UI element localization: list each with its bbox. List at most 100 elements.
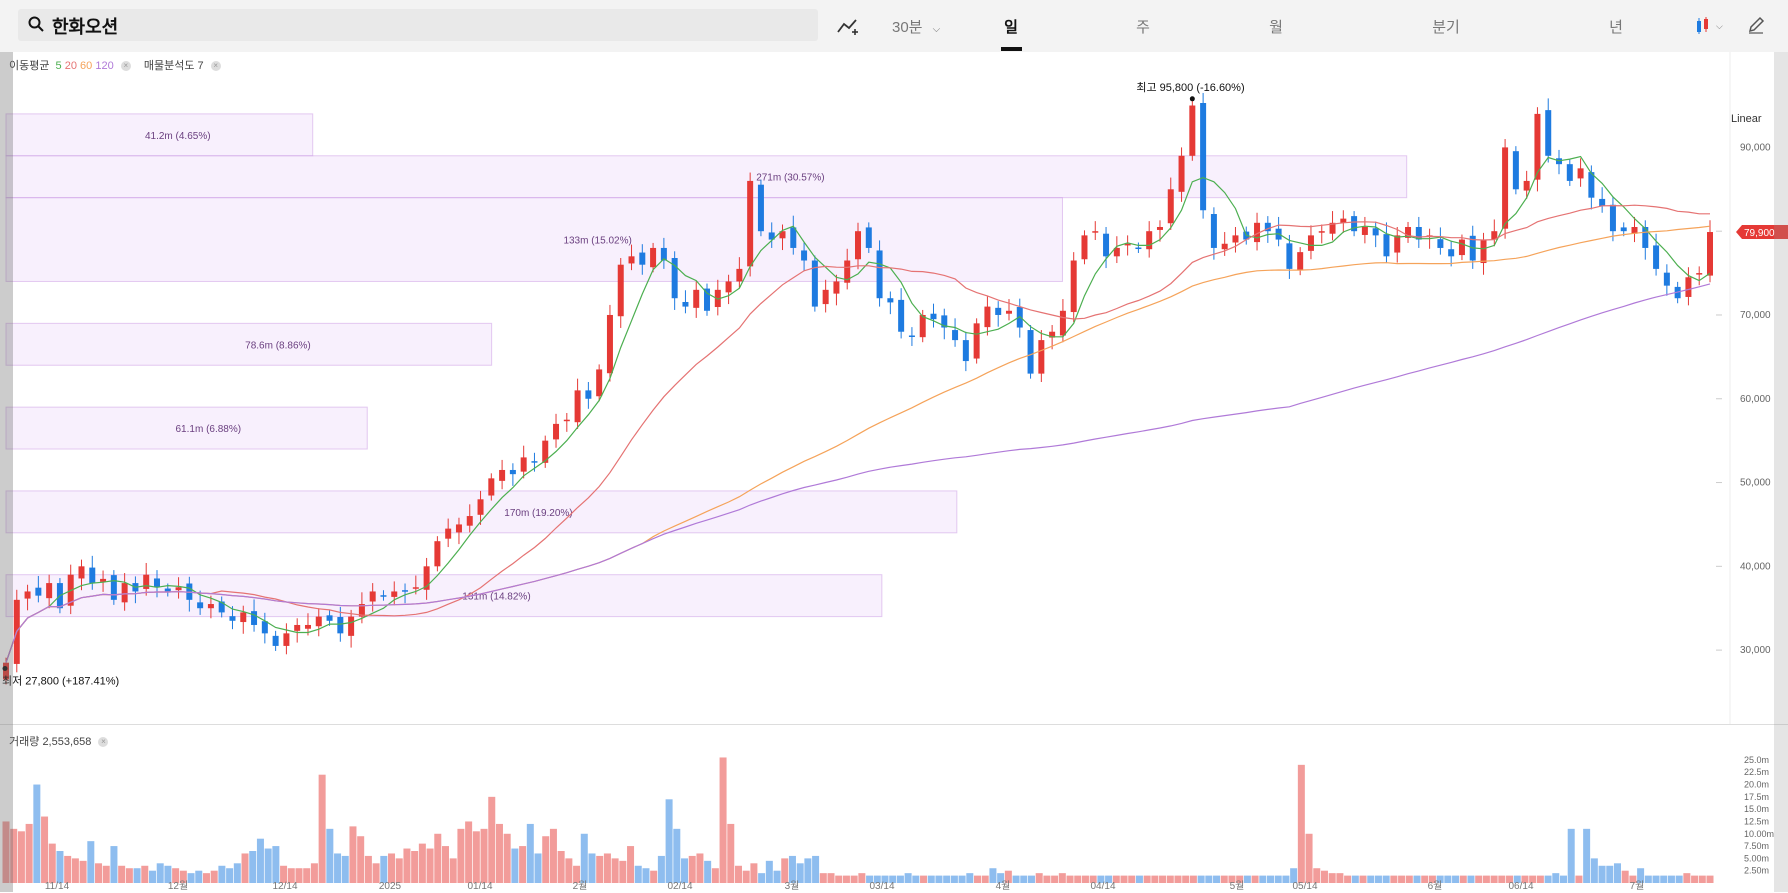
candle-body (445, 528, 452, 539)
volume-bar (1706, 875, 1714, 883)
ma-remove-icon[interactable]: × (120, 61, 131, 71)
volume-bar (17, 831, 25, 883)
vp-legend-value: 7 (197, 60, 204, 72)
price-chart-panel[interactable]: 이동평균 5 20 60 120 × 매물분석도 7 × Linear 30,0… (0, 52, 1788, 724)
volume-bar (896, 875, 904, 883)
volume-bar (210, 870, 218, 883)
candle-body (1254, 222, 1261, 243)
volume-bar (372, 863, 380, 883)
candle-body (704, 288, 711, 311)
scale-type-toggle[interactable]: Linear (1731, 113, 1762, 125)
x-tick-label: 12/14 (272, 881, 297, 892)
volume-bar (434, 833, 442, 883)
candle-body (650, 247, 657, 268)
volume-bar (773, 870, 781, 883)
volume-panel[interactable]: 거래량 2,553,658 × 25.0m 22.5m 20.0m 17.5m 15.0… (0, 724, 1788, 893)
draw-pencil-icon[interactable] (1746, 15, 1766, 35)
volume-bar (634, 865, 642, 883)
volume-bar (1012, 875, 1020, 883)
candle-body (930, 313, 937, 320)
interval-select[interactable]: 30분 ⌵ (892, 16, 940, 37)
candle-body (1394, 235, 1401, 253)
volume-bar (1128, 875, 1136, 883)
candle-body (391, 591, 398, 597)
volume-bar (457, 828, 465, 883)
volume-bar (148, 870, 156, 883)
volume-bar (1043, 875, 1051, 883)
volume-bar (573, 865, 581, 883)
tab-period-year[interactable]: 년 (1609, 19, 1623, 36)
vp-remove-icon[interactable]: × (210, 61, 221, 71)
interval-label: 30분 (892, 19, 923, 36)
volume-bar (1498, 875, 1506, 883)
min-price-annotation: 최저 27,800 (+187.41%) (2, 675, 119, 688)
volume-bar (1552, 873, 1560, 883)
candle-body (1005, 310, 1012, 314)
volume-bar (1413, 875, 1421, 883)
volume-bar (642, 868, 650, 883)
volume-bar (580, 833, 588, 883)
volume-bar (1228, 875, 1236, 883)
candle-body (326, 615, 333, 621)
candle-body (962, 340, 969, 362)
volume-remove-icon[interactable]: × (98, 737, 109, 747)
volume-bar (1613, 863, 1621, 883)
volume-bar (95, 863, 103, 883)
volume-bar (1143, 875, 1151, 883)
candle-body (1232, 235, 1239, 243)
volume-bar (125, 868, 133, 883)
volume-bar (1027, 875, 1035, 883)
volume-bar (1521, 875, 1529, 883)
volume-bar (1606, 865, 1614, 883)
price-chart-svg: 30,00040,00050,00060,00070,00080,00090,0… (2, 52, 1788, 724)
volume-bar (341, 855, 349, 883)
volume-profile-label: 271m (30.57%) (756, 173, 824, 184)
candle-body (1480, 239, 1487, 264)
search-box[interactable]: 한화오션 (18, 9, 818, 41)
candle-body (218, 601, 225, 613)
candle-body (1631, 227, 1638, 234)
indicator-add-icon[interactable] (836, 16, 862, 36)
volume-bar (233, 863, 241, 883)
volume-bar (1629, 875, 1637, 883)
volume-tick-label: 10.00m (1744, 829, 1774, 839)
volume-tick-label: 5.00m (1744, 853, 1769, 863)
ma60-label: 60 (80, 60, 93, 72)
volume-profile-label: 133m (15.02%) (563, 236, 631, 247)
candle-type-icon[interactable]: ⌵ (1695, 16, 1731, 36)
tab-period-month[interactable]: 월 (1269, 19, 1283, 36)
volume-bar (495, 823, 503, 883)
volume-bar (1112, 875, 1120, 883)
volume-bar (1004, 870, 1012, 883)
volume-bar (858, 873, 866, 883)
active-period-indicator (1001, 47, 1022, 51)
volume-bar (611, 858, 619, 883)
tab-period-quarter[interactable]: 분기 (1432, 19, 1460, 36)
volume-bar (1159, 875, 1167, 883)
x-tick-label: 03/14 (869, 881, 894, 892)
volume-bar (943, 875, 951, 883)
volume-bar (819, 873, 827, 883)
volume-bar (588, 853, 596, 883)
candle-body (542, 440, 549, 463)
volume-bar (950, 875, 958, 883)
volume-bar (688, 855, 696, 883)
tab-period-week[interactable]: 주 (1136, 19, 1150, 36)
candle-body (1696, 273, 1703, 275)
volume-bar (1336, 873, 1344, 883)
volume-bar (287, 868, 295, 883)
volume-bar (1513, 875, 1521, 883)
volume-bar (1436, 875, 1444, 883)
x-tick-label: 6월 (1428, 880, 1443, 892)
candle-body (477, 499, 484, 515)
candle-body (207, 604, 214, 609)
volume-bar (958, 875, 966, 883)
candle-body (3, 662, 9, 680)
candle-body (1038, 340, 1045, 374)
candle-body (1307, 235, 1314, 251)
ma-legend-label: 이동평균 (9, 60, 50, 72)
candle-body (919, 314, 926, 338)
volume-bar (272, 846, 280, 883)
tab-period-day[interactable]: 일 (1004, 19, 1018, 36)
candle-body (693, 289, 700, 308)
